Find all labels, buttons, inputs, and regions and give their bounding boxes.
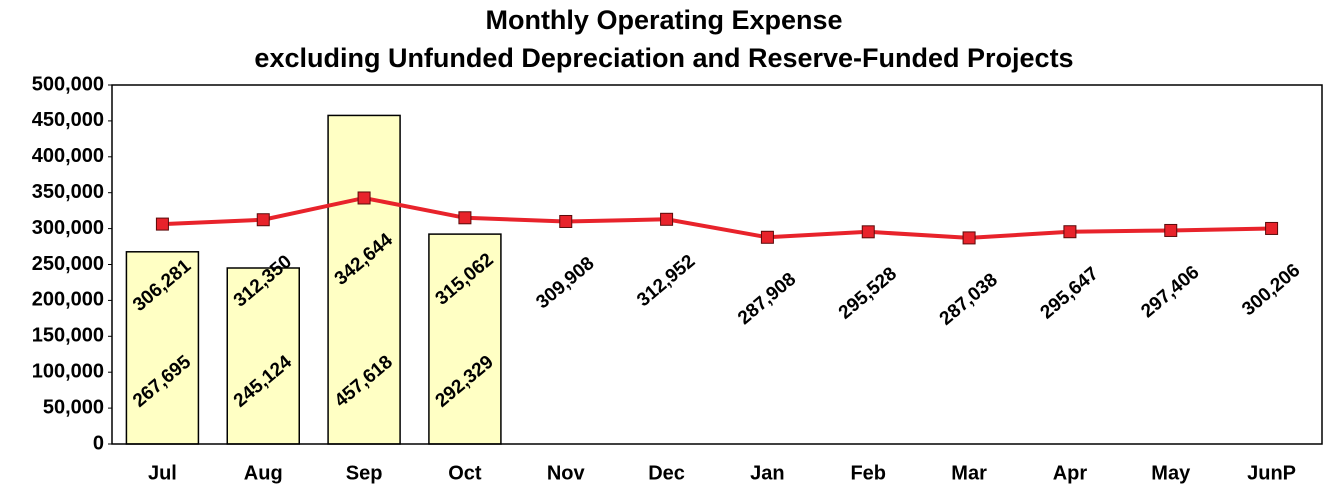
y-tick-label: 250,000 — [32, 253, 104, 275]
data-label: 297,406 — [1137, 262, 1203, 322]
y-tick-label: 500,000 — [32, 73, 104, 95]
marker — [861, 225, 875, 239]
marker — [1164, 223, 1178, 237]
x-tick-label: Jan — [750, 462, 784, 484]
x-tick-label: Jul — [148, 462, 177, 484]
y-tick-label: 350,000 — [32, 181, 104, 203]
chart-title: excluding Unfunded Depreciation and Rese… — [254, 43, 1073, 73]
x-tick-label: May — [1151, 462, 1191, 484]
x-tick-label: Apr — [1053, 462, 1088, 484]
data-label: 312,952 — [633, 251, 699, 311]
marker — [1265, 221, 1279, 235]
marker — [660, 212, 674, 226]
y-tick-label: 400,000 — [32, 145, 104, 167]
data-label: 300,206 — [1238, 260, 1304, 320]
chart-title: Monthly Operating Expense — [485, 5, 842, 35]
marker — [1063, 225, 1077, 239]
y-tick-label: 50,000 — [43, 396, 104, 418]
x-tick-label: Dec — [648, 462, 685, 484]
bar — [125, 251, 200, 445]
marker — [458, 211, 472, 225]
marker — [760, 230, 774, 244]
x-tick-label: Aug — [244, 462, 283, 484]
line — [162, 195, 1272, 240]
x-tick-label: Oct — [448, 462, 482, 484]
data-label: 287,908 — [734, 269, 800, 329]
x-tick-label: JunP — [1247, 462, 1296, 484]
bar — [428, 233, 502, 445]
y-tick-label: 0 — [93, 432, 104, 454]
y-tick-label: 150,000 — [32, 325, 104, 347]
data-label: 309,908 — [532, 253, 598, 313]
y-tick-label: 300,000 — [32, 217, 104, 239]
bar — [226, 267, 300, 445]
marker — [155, 217, 169, 231]
data-label: 287,038 — [936, 269, 1002, 329]
marker — [559, 214, 573, 228]
marker — [256, 213, 270, 227]
x-tick-label: Sep — [346, 462, 383, 484]
y-tick-label: 100,000 — [32, 360, 104, 382]
data-label: 295,647 — [1037, 263, 1103, 323]
y-tick-label: 200,000 — [32, 289, 104, 311]
plot-border — [111, 84, 1323, 445]
x-tick-label: Nov — [547, 462, 586, 484]
x-tick-label: Feb — [850, 462, 886, 484]
bar — [327, 114, 401, 445]
y-tick-label: 450,000 — [32, 109, 104, 131]
marker — [357, 191, 371, 205]
data-label: 295,528 — [835, 263, 901, 323]
x-tick-label: Mar — [951, 462, 987, 484]
marker — [962, 231, 976, 245]
